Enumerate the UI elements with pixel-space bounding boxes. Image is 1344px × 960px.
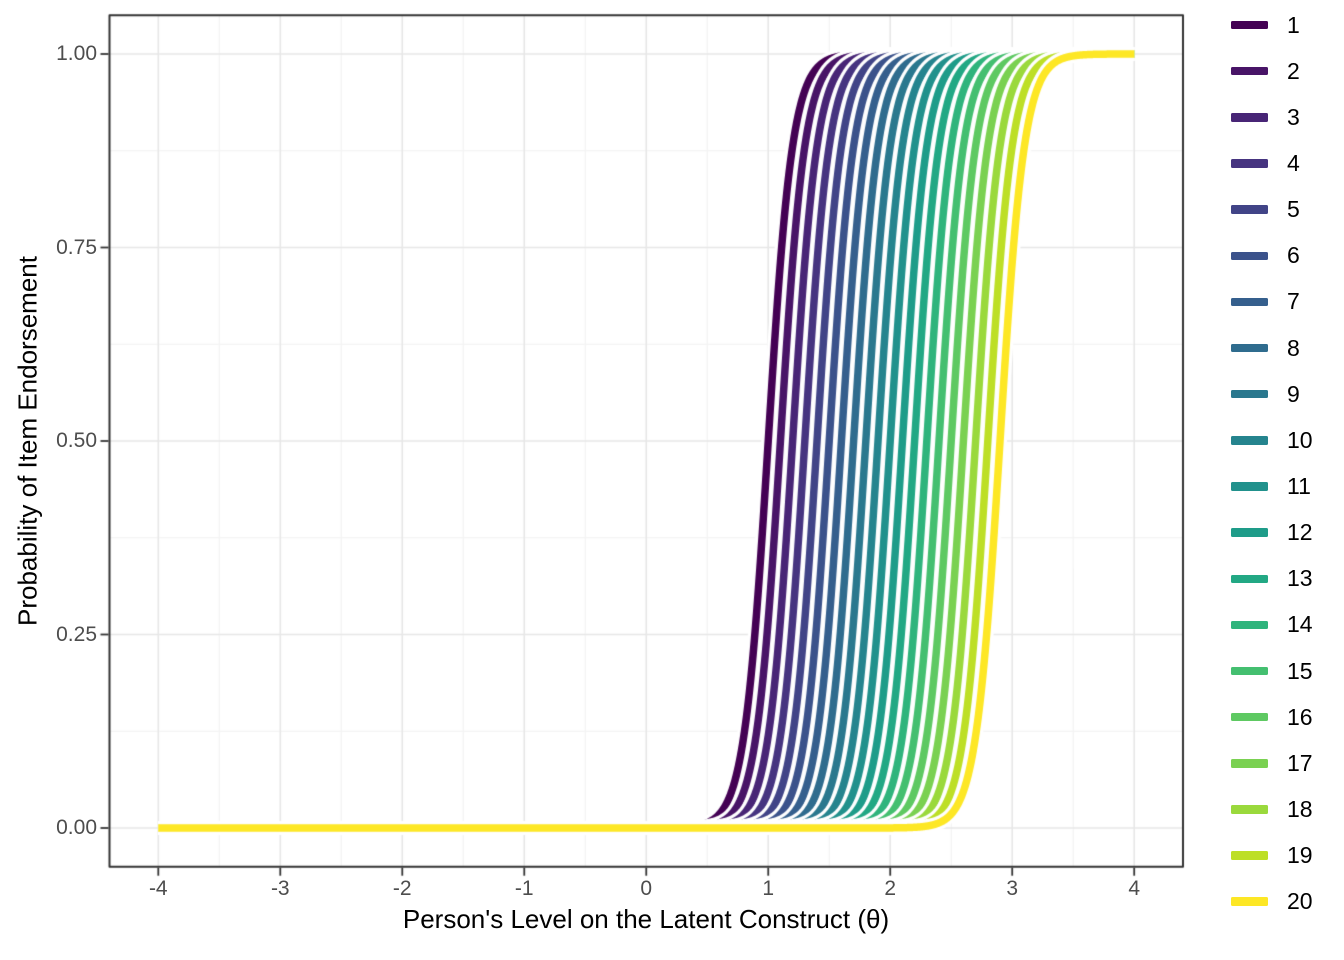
- legend-label: 17: [1287, 749, 1313, 776]
- y-axis-title: Probability of Item Endorsement: [12, 256, 43, 626]
- legend-label: 15: [1287, 657, 1313, 684]
- legend-key-line: [1231, 389, 1268, 399]
- legend-item-6: 6: [1231, 233, 1344, 279]
- legend-label: 7: [1287, 288, 1300, 315]
- legend-item-16: 16: [1231, 694, 1344, 740]
- legend-label: 16: [1287, 703, 1313, 730]
- x-tick-label--2: -2: [392, 877, 412, 900]
- legend-label: 10: [1287, 426, 1313, 453]
- x-tick-label-1: 1: [762, 877, 775, 900]
- legend-key-line: [1231, 343, 1268, 353]
- legend-label: 9: [1287, 380, 1300, 407]
- x-tick-label-0: 0: [640, 877, 653, 900]
- x-tick-label-2: 2: [884, 877, 897, 900]
- legend-label: 8: [1287, 334, 1300, 361]
- legend-key-line: [1231, 113, 1268, 122]
- y-tick-label-0.75: 0.75: [56, 235, 97, 259]
- legend-label: 5: [1287, 196, 1300, 223]
- legend-label: 4: [1287, 149, 1300, 176]
- legend-label: 19: [1287, 842, 1313, 869]
- legend-key-line: [1231, 851, 1268, 860]
- legend-item-8: 8: [1231, 325, 1344, 371]
- legend-label: 14: [1287, 611, 1313, 638]
- legend-key-line: [1231, 574, 1268, 583]
- x-tick-label-3: 3: [1006, 877, 1019, 900]
- legend-item-9: 9: [1231, 371, 1344, 417]
- legend-item-4: 4: [1231, 140, 1344, 186]
- legend-item-12: 12: [1231, 510, 1344, 556]
- legend-item-13: 13: [1231, 556, 1344, 602]
- legend-key-line: [1231, 20, 1268, 30]
- legend-label: 12: [1287, 519, 1313, 546]
- legend-key-line: [1231, 759, 1268, 768]
- legend-key-line: [1231, 251, 1268, 261]
- x-axis-title: Person's Level on the Latent Construct (…: [402, 904, 890, 934]
- legend-item-18: 18: [1231, 786, 1344, 832]
- legend: 1 2 3 4 5 6 7 8 9 10 11 12 13 14 15 16 17 18 19 20: [1231, 2, 1344, 925]
- legend-key-line: [1231, 436, 1268, 445]
- y-tick-label-0.50: 0.50: [56, 429, 97, 452]
- legend-item-7: 7: [1231, 279, 1344, 325]
- legend-key-line: [1231, 159, 1268, 168]
- legend-item-19: 19: [1231, 833, 1344, 879]
- legend-item-1: 1: [1231, 2, 1344, 48]
- legend-key-line: [1231, 528, 1268, 537]
- y-tick-label-0.00: 0.00: [56, 816, 97, 839]
- x-tick-label-4: 4: [1128, 877, 1141, 900]
- legend-key-line: [1231, 897, 1268, 906]
- legend-label: 1: [1287, 11, 1300, 38]
- legend-key-line: [1231, 205, 1268, 214]
- legend-key-line: [1231, 805, 1268, 814]
- x-tick-label--4: -4: [148, 877, 168, 900]
- legend-item-2: 2: [1231, 48, 1344, 94]
- y-tick-label-0.25: 0.25: [56, 622, 97, 646]
- legend-item-10: 10: [1231, 417, 1344, 463]
- legend-label: 18: [1287, 795, 1313, 822]
- legend-item-20: 20: [1231, 879, 1344, 925]
- y-tick-label-1.00: 1.00: [56, 42, 97, 65]
- legend-item-3: 3: [1231, 94, 1344, 140]
- legend-key-line: [1231, 66, 1268, 76]
- legend-key-line: [1231, 482, 1268, 491]
- legend-item-5: 5: [1231, 187, 1344, 233]
- legend-key-line: [1231, 297, 1268, 307]
- legend-key-line: [1231, 620, 1268, 630]
- legend-label: 3: [1287, 103, 1300, 130]
- legend-key-line: [1231, 666, 1268, 676]
- legend-label: 2: [1287, 57, 1300, 84]
- legend-label: 13: [1287, 565, 1313, 592]
- legend-label: 20: [1287, 888, 1313, 915]
- legend-item-15: 15: [1231, 648, 1344, 694]
- legend-key-line: [1231, 712, 1268, 722]
- legend-label: 11: [1287, 472, 1311, 499]
- legend-item-14: 14: [1231, 602, 1344, 648]
- legend-item-11: 11: [1231, 463, 1344, 509]
- legend-item-17: 17: [1231, 740, 1344, 786]
- x-tick-label--3: -3: [270, 877, 290, 900]
- x-tick-label--1: -1: [514, 877, 534, 900]
- legend-label: 6: [1287, 242, 1300, 269]
